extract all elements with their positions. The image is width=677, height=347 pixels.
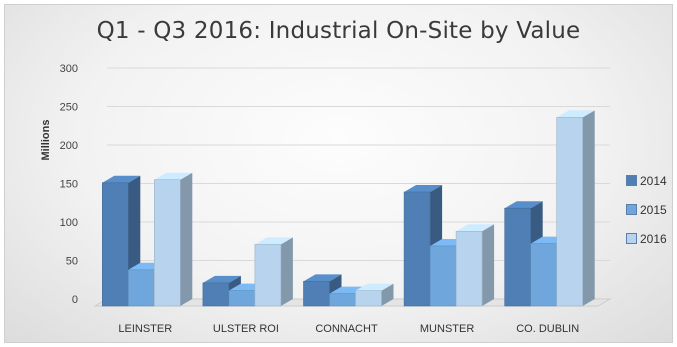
legend-swatch bbox=[626, 204, 637, 215]
bar-top bbox=[154, 172, 193, 180]
bar-2016-munster bbox=[455, 224, 495, 307]
legend-swatch bbox=[626, 233, 637, 244]
bar-2016-ulster-roi bbox=[254, 237, 293, 307]
bar-front bbox=[154, 179, 181, 307]
y-tick-labels: 0 50 100 150 200 250 300 bbox=[60, 63, 78, 306]
bar-front bbox=[254, 244, 282, 307]
chart-title: Q1 - Q3 2016: Industrial On-Site by Valu… bbox=[96, 18, 581, 44]
legend-item: 2015 bbox=[626, 195, 667, 224]
bar-top bbox=[303, 274, 342, 282]
bar-front bbox=[128, 269, 155, 307]
bar-front bbox=[303, 281, 330, 307]
x-tick-label: ULSTER ROI bbox=[213, 323, 279, 335]
bar-side bbox=[280, 237, 293, 306]
bar-front bbox=[202, 282, 230, 307]
y-tick-label: 200 bbox=[60, 140, 78, 152]
bar-side bbox=[180, 172, 193, 306]
bar-front bbox=[455, 231, 483, 307]
bar-top bbox=[102, 175, 141, 183]
bar-front bbox=[504, 207, 532, 307]
bar-top bbox=[456, 224, 495, 232]
bar-front bbox=[403, 191, 431, 307]
legend-label: 2016 bbox=[640, 231, 667, 246]
y-tick-label: 300 bbox=[60, 63, 78, 75]
y-tick-label: 250 bbox=[60, 102, 78, 114]
bar-2016-connacht bbox=[355, 283, 394, 307]
y-tick-label: 0 bbox=[72, 294, 78, 306]
bar-2016-leinster bbox=[154, 172, 193, 307]
bar-front bbox=[556, 117, 584, 307]
bar-front bbox=[329, 293, 356, 307]
legend-item: 2016 bbox=[626, 224, 667, 253]
x-tick-labels: LEINSTER ULSTER ROI CONNACHT MUNSTER CO. DUB… bbox=[118, 323, 579, 335]
bar-front bbox=[530, 243, 558, 307]
bar-2014-ulster-roi bbox=[202, 275, 241, 307]
bar-front bbox=[228, 290, 256, 307]
y-tick-label: 50 bbox=[66, 256, 78, 268]
bar-top bbox=[202, 275, 241, 283]
bar-top bbox=[556, 110, 595, 118]
legend-label: 2015 bbox=[640, 202, 667, 217]
x-tick-label: CONNACHT bbox=[315, 323, 378, 335]
bar-side bbox=[482, 224, 495, 306]
x-tick-label: LEINSTER bbox=[118, 323, 172, 335]
bar-top bbox=[254, 237, 293, 245]
bar-side bbox=[381, 283, 394, 306]
y-tick-label: 100 bbox=[60, 217, 78, 229]
x-tick-label: CO. DUBLIN bbox=[516, 323, 579, 335]
legend-label: 2014 bbox=[640, 173, 667, 188]
y-tick-label: 150 bbox=[60, 179, 78, 191]
bar-2016-co-dublin bbox=[556, 110, 595, 307]
bar-front bbox=[102, 182, 129, 307]
x-tick-label: MUNSTER bbox=[420, 323, 474, 335]
bar-side bbox=[582, 110, 595, 306]
legend-swatch bbox=[626, 175, 637, 186]
bar-front bbox=[429, 245, 457, 307]
bar-top bbox=[404, 185, 443, 193]
bar-top bbox=[504, 201, 543, 209]
legend: 2014 2015 2016 bbox=[626, 166, 667, 253]
bar-front bbox=[355, 290, 382, 307]
bar-top bbox=[355, 283, 394, 291]
legend-item: 2014 bbox=[626, 166, 667, 195]
bars bbox=[102, 110, 595, 307]
